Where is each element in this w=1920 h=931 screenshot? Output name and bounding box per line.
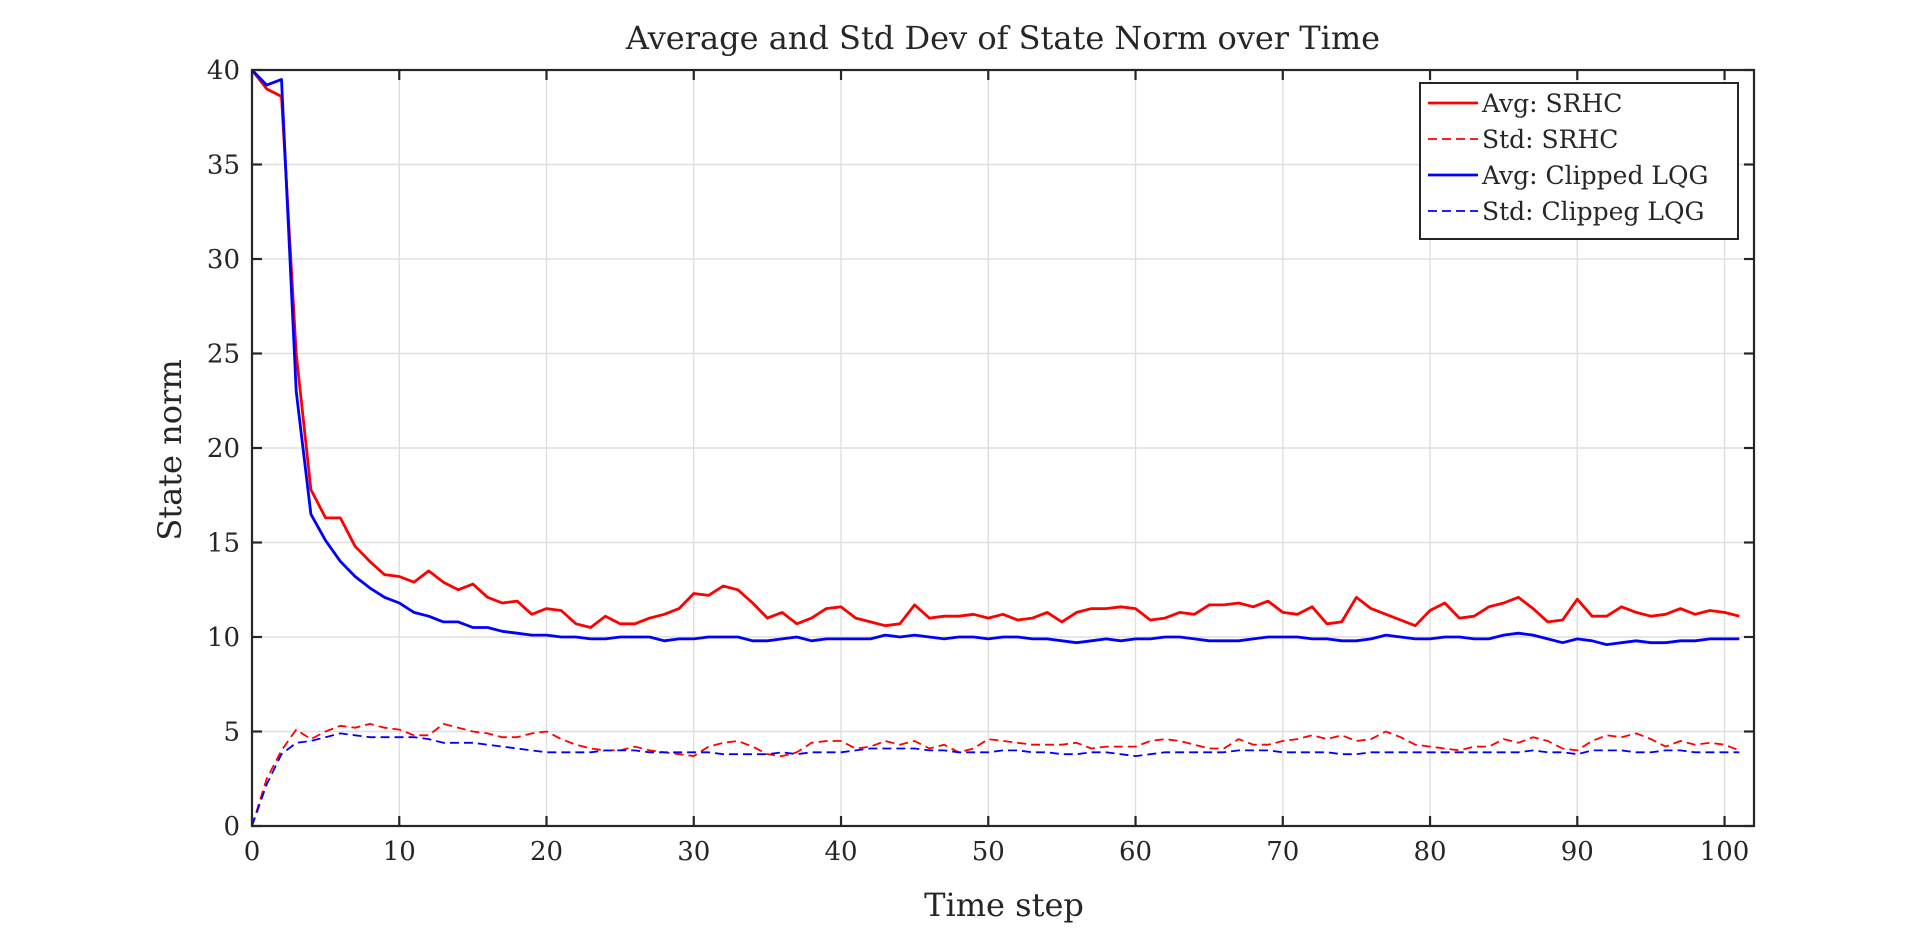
x-tick-label: 40 (824, 837, 857, 867)
x-axis-label: Time step (924, 886, 1084, 924)
legend-label-3: Std: Clippeg LQG (1482, 197, 1705, 226)
series-line-0 (250, 69, 1740, 629)
y-tick-label: 40 (207, 56, 240, 86)
y-tick-label: 35 (207, 151, 240, 181)
x-tick-label: 50 (972, 837, 1005, 867)
y-tick-label: 25 (207, 340, 240, 370)
x-tick-label: 80 (1413, 837, 1446, 867)
series-line-2 (250, 69, 1740, 646)
y-axis-label: State norm (151, 359, 189, 540)
x-tick-label: 90 (1561, 837, 1594, 867)
y-tick-label: 20 (207, 434, 240, 464)
y-tick-label: 10 (207, 623, 240, 653)
x-tick-label: 70 (1266, 837, 1299, 867)
y-tick-label: 5 (223, 718, 240, 748)
y-tick-label: 15 (207, 529, 240, 559)
x-tick-label: 100 (1700, 837, 1750, 867)
legend: Avg: SRHC Std: SRHC Avg: Clipped LQG Std: C… (1419, 82, 1739, 240)
axis-ticks: 0 10 20 30 40 50 60 70 80 90 100 0 5 10 15 20 25 30 35 40 (207, 56, 1754, 867)
x-tick-label: 10 (383, 837, 416, 867)
series-line-1 (251, 723, 1740, 827)
y-tick-label: 0 (223, 812, 240, 842)
y-tick-label: 30 (207, 245, 240, 275)
x-tick-label: 0 (244, 837, 261, 867)
plot-series (250, 69, 1740, 827)
x-tick-label: 60 (1119, 837, 1152, 867)
legend-label-1: Std: SRHC (1482, 125, 1618, 154)
series-line-3 (251, 732, 1740, 827)
legend-box (1419, 82, 1739, 240)
legend-label-2: Avg: Clipped LQG (1481, 161, 1708, 190)
chart-title: Average and Std Dev of State Norm over T… (625, 19, 1380, 57)
legend-label-0: Avg: SRHC (1481, 89, 1622, 118)
x-tick-label: 20 (530, 837, 563, 867)
x-tick-label: 30 (677, 837, 710, 867)
